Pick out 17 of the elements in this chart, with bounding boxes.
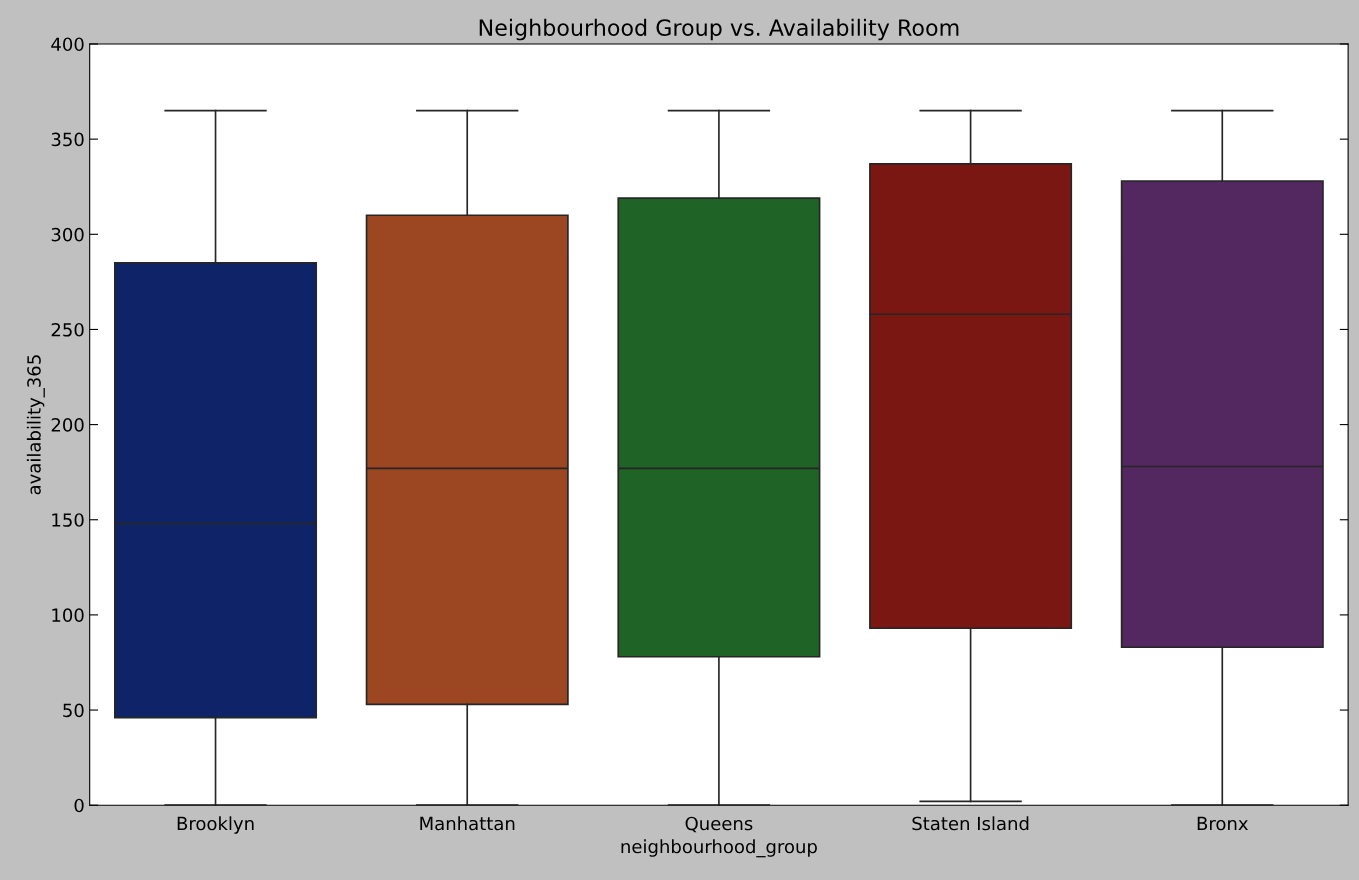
y-tick-label: 50 — [63, 703, 84, 718]
y-tick-label: 200 — [51, 418, 84, 432]
x-tick-label: Brooklyn — [177, 816, 254, 834]
y-tick-label: 100 — [52, 608, 84, 623]
y-axis-title: availability_365 — [26, 355, 45, 495]
x-tick-label: Manhattan — [420, 816, 515, 831]
x-tick-label: Bronx — [1197, 816, 1248, 831]
y-tick-label: 150 — [52, 513, 84, 527]
y-tick-label: 350 — [51, 132, 84, 147]
x-tick-label: Queens — [685, 816, 753, 833]
y-tick-label: 250 — [51, 322, 84, 337]
x-tick-label: Staten Island — [912, 816, 1029, 831]
chart-title: Neighbourhood Group vs. Availability Room — [479, 18, 959, 41]
y-tick-label: 300 — [51, 227, 84, 242]
y-tick-label: 400 — [51, 37, 84, 52]
y-tick-label: 0 — [74, 798, 84, 813]
x-axis-title: neighbourhood_group — [621, 839, 817, 858]
